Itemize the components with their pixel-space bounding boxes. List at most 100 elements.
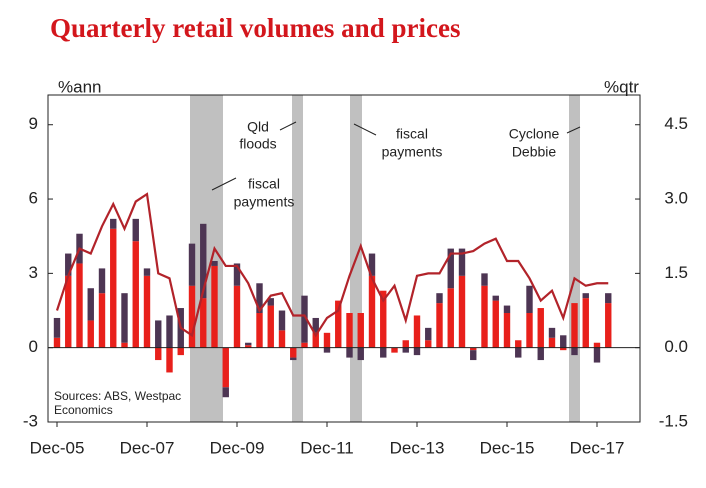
- x-tick-label: Dec-09: [210, 438, 265, 457]
- leader-line: [279, 121, 297, 131]
- bar: [76, 263, 83, 348]
- bar: [233, 263, 241, 286]
- bar: [323, 347, 331, 353]
- bar: [537, 308, 544, 348]
- bar: [323, 332, 331, 348]
- source-note: Economics: [54, 403, 113, 417]
- bar: [413, 315, 421, 348]
- y2-tick-label: 0.0: [664, 337, 688, 356]
- shade-band: [292, 95, 303, 422]
- bar: [166, 315, 173, 348]
- bar: [560, 347, 567, 351]
- bar: [548, 327, 556, 338]
- bar: [481, 273, 488, 286]
- bar: [177, 347, 184, 356]
- bar: [436, 303, 443, 348]
- bar: [166, 347, 173, 373]
- bar: [267, 298, 274, 306]
- bar: [155, 320, 162, 348]
- bar: [301, 295, 308, 343]
- bar: [368, 275, 376, 348]
- leader-line: [566, 126, 581, 134]
- plot: -3 0 3 6 9 -1.5 0.0 1.5 3.0 4.5 Dec-05 Dec-07 Dec-09…: [23, 94, 688, 457]
- bar: [312, 317, 319, 333]
- bar: [312, 332, 319, 348]
- bar: [200, 298, 207, 348]
- bar: [256, 283, 263, 313]
- bar: [380, 347, 387, 358]
- bar: [526, 285, 533, 313]
- bar: [98, 268, 106, 294]
- bar: [132, 241, 139, 348]
- y-tick-label: -3: [23, 411, 38, 430]
- bar: [143, 268, 151, 276]
- source-note: Sources: ABS, Westpac: [54, 389, 181, 403]
- bar: [211, 265, 218, 348]
- bar: [357, 313, 364, 348]
- bar: [492, 300, 499, 348]
- bar: [503, 305, 511, 313]
- bar: [391, 347, 398, 353]
- bar: [425, 327, 432, 341]
- bar: [278, 310, 286, 331]
- bar: [245, 345, 252, 348]
- bar: [98, 293, 106, 348]
- bar: [222, 387, 229, 398]
- bar: [481, 285, 488, 348]
- bar: [132, 218, 139, 242]
- annotations: Qld floods fiscal payments fiscal paymen…: [54, 119, 559, 417]
- bar: [65, 275, 72, 348]
- x-tick-label: Dec-15: [480, 438, 535, 457]
- bar: [380, 290, 387, 348]
- bar: [155, 347, 162, 361]
- bar: [346, 347, 353, 358]
- y-tick-label: 6: [29, 189, 38, 208]
- x-tick-label: Dec-17: [570, 438, 625, 457]
- bar: [290, 357, 297, 361]
- y-tick-label: 0: [29, 337, 38, 356]
- x-tick-label: Dec-11: [300, 438, 354, 457]
- y-tick-label: 9: [29, 114, 38, 133]
- bar: [447, 248, 454, 289]
- bar: [515, 340, 522, 348]
- bar: [188, 243, 196, 286]
- bar: [402, 340, 409, 348]
- bar: [537, 347, 544, 361]
- bar: [87, 288, 94, 321]
- bar: [515, 347, 522, 358]
- bar: [256, 313, 263, 348]
- annotation: fiscal: [248, 176, 280, 192]
- leaders: [211, 121, 581, 191]
- bar: [605, 293, 612, 304]
- y-axis-label: %ann: [58, 77, 101, 96]
- bar: [593, 347, 601, 363]
- bar: [278, 330, 286, 348]
- bar: [200, 223, 207, 299]
- bar: [425, 340, 432, 348]
- bar: [188, 285, 196, 348]
- annotation: floods: [239, 136, 276, 152]
- bar: [560, 335, 567, 348]
- bar: [53, 337, 61, 348]
- x-tick-label: Dec-13: [390, 438, 445, 457]
- y-tick-label: 3: [29, 263, 38, 282]
- shade-band: [190, 95, 223, 422]
- bar: [582, 293, 589, 299]
- bar: [605, 303, 612, 348]
- bar: [121, 293, 128, 343]
- x-tick-label: Dec-05: [30, 438, 85, 457]
- y2-axis-label: %qtr: [604, 77, 639, 96]
- annotation: Cyclone: [509, 126, 560, 142]
- shade-band: [569, 95, 580, 422]
- bar: [447, 288, 454, 348]
- bar: [143, 275, 151, 348]
- bar: [110, 228, 117, 348]
- y2-tick-label: -1.5: [659, 411, 688, 430]
- bar: [368, 253, 376, 276]
- bar: [402, 347, 409, 353]
- y2-tick-label: 1.5: [664, 263, 688, 282]
- plot-frame: [47, 94, 641, 423]
- chart-title: Quarterly retail volumes and prices: [50, 13, 460, 43]
- bar: [267, 305, 274, 348]
- bar: [65, 253, 72, 276]
